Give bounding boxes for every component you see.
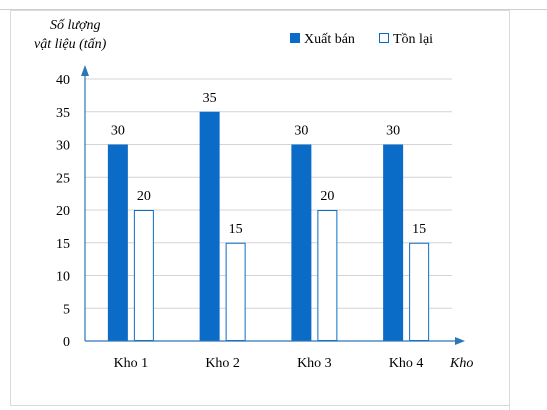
y-axis-title-line2: vật liệu (tấn) xyxy=(34,37,107,52)
bar-xuat-ban-4 xyxy=(383,144,404,341)
y-tick-label-25: 25 xyxy=(56,171,70,186)
y-tick-label-40: 40 xyxy=(56,73,70,88)
bar-xuat-ban-2 xyxy=(199,111,220,341)
x-axis-arrow xyxy=(455,337,465,345)
y-tick-label-15: 15 xyxy=(56,237,70,252)
x-tick-label-2: Kho 2 xyxy=(205,356,240,371)
bar-ton-lai-4 xyxy=(409,242,430,341)
data-label-ton-lai-1: 20 xyxy=(137,189,151,204)
bar-xuat-ban-3 xyxy=(291,144,312,341)
data-label-xuat-ban-4: 30 xyxy=(386,124,400,139)
bar-ton-lai-1 xyxy=(133,210,154,341)
y-axis-title-line1: Số lượng xyxy=(50,18,101,33)
legend: Xuất bán Tồn lại xyxy=(290,32,433,47)
data-label-ton-lai-4: 15 xyxy=(412,222,426,237)
legend-swatch-ton-lai xyxy=(379,33,389,43)
bar-xuat-ban-1 xyxy=(107,144,128,341)
y-tick-label-20: 20 xyxy=(56,204,70,219)
y-axis-arrow xyxy=(81,65,89,76)
data-label-xuat-ban-1: 30 xyxy=(111,124,125,139)
legend-label-ton-lai: Tồn lại xyxy=(393,32,433,47)
y-tick-label-35: 35 xyxy=(56,106,70,121)
right-border-line xyxy=(509,10,510,410)
x-tick-label-1: Kho 1 xyxy=(114,356,149,371)
bar-ton-lai-3 xyxy=(317,210,338,341)
x-axis-title: Kho xyxy=(449,356,473,371)
y-tick-label-5: 5 xyxy=(63,302,70,317)
y-tick-label-30: 30 xyxy=(56,139,70,154)
top-border-line xyxy=(0,9,547,10)
y-tick-label-0: 0 xyxy=(63,335,70,350)
data-labels: 0 5 10 15 20 25 30 35 40 30 20 Kho 1 35 15 Kho 2 30 20 Kh… xyxy=(56,73,426,371)
axes xyxy=(81,65,465,345)
bars xyxy=(107,111,430,341)
data-label-ton-lai-2: 15 xyxy=(229,222,243,237)
legend-label-xuat-ban: Xuất bán xyxy=(304,32,355,47)
x-tick-label-3: Kho 3 xyxy=(297,356,332,371)
legend-swatch-xuat-ban xyxy=(290,33,300,43)
y-tick-label-10: 10 xyxy=(56,270,70,285)
data-label-xuat-ban-2: 35 xyxy=(203,91,217,106)
bar-ton-lai-2 xyxy=(225,242,246,341)
x-tick-label-4: Kho 4 xyxy=(389,356,424,371)
data-label-xuat-ban-3: 30 xyxy=(294,124,308,139)
data-label-ton-lai-3: 20 xyxy=(320,189,334,204)
